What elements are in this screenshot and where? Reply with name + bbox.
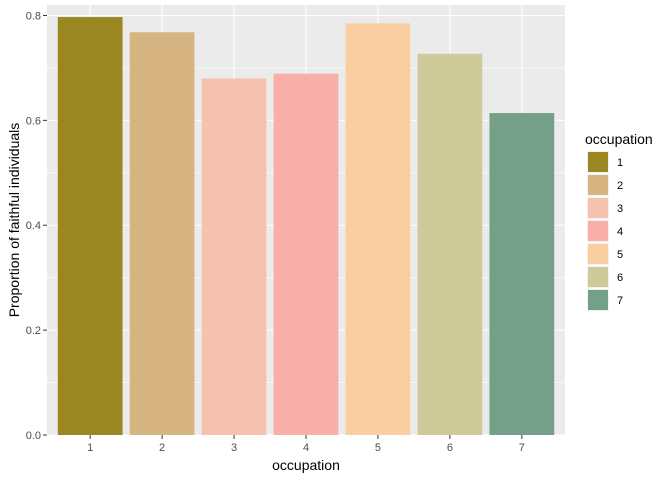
legend-swatch-5 <box>588 244 608 264</box>
x-axis-title: occupation <box>272 457 340 473</box>
legend-swatch-4 <box>588 221 608 241</box>
legend-swatch-1 <box>588 152 608 172</box>
y-tick-label: 0.6 <box>26 115 41 127</box>
y-tick-label: 0.8 <box>26 10 41 22</box>
y-tick-label: 0.0 <box>26 430 41 442</box>
legend-title: occupation <box>585 131 653 147</box>
x-tick-label: 6 <box>447 442 453 454</box>
bar-7 <box>489 113 555 436</box>
bars <box>57 17 555 436</box>
y-tick-label: 0.2 <box>26 325 41 337</box>
legend-items: 1 2 3 4 5 6 7 <box>587 151 623 311</box>
bar-6 <box>417 53 483 436</box>
legend-swatch-7 <box>588 290 608 310</box>
legend-label: 7 <box>617 295 623 307</box>
legend: occupation 1 2 3 4 5 6 7 <box>585 131 653 311</box>
x-axis: 1 2 3 4 5 6 7 <box>87 435 525 454</box>
y-axis: 0.0 0.2 0.4 0.6 0.8 <box>26 10 47 442</box>
x-tick-label: 5 <box>375 442 381 454</box>
x-tick-label: 4 <box>303 442 309 454</box>
legend-swatch-3 <box>588 198 608 218</box>
legend-label: 1 <box>617 157 623 169</box>
legend-swatch-6 <box>588 267 608 287</box>
legend-label: 5 <box>617 249 623 261</box>
legend-label: 3 <box>617 203 623 215</box>
x-tick-label: 1 <box>87 442 93 454</box>
legend-label: 6 <box>617 272 623 284</box>
bar-3 <box>201 78 267 435</box>
legend-swatch-2 <box>588 175 608 195</box>
x-tick-label: 2 <box>159 442 165 454</box>
x-tick-label: 3 <box>231 442 237 454</box>
x-tick-label: 7 <box>519 442 525 454</box>
y-tick-label: 0.4 <box>26 220 41 232</box>
bar-4 <box>273 73 339 435</box>
legend-label: 4 <box>617 226 623 238</box>
bar-2 <box>129 32 195 436</box>
y-axis-title: Proportion of faithful individuals <box>6 123 22 318</box>
legend-label: 2 <box>617 180 623 192</box>
bar-1 <box>57 17 123 436</box>
bar-5 <box>345 23 411 435</box>
